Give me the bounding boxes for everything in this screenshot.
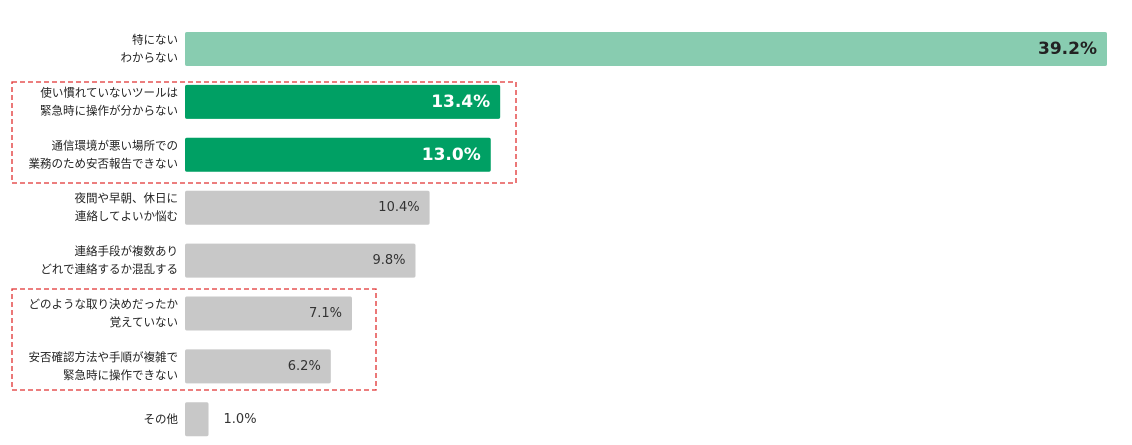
bar [185,349,331,384]
value-label: 10.4% [378,200,419,215]
category-label: 特にない [132,33,178,47]
category-label: 連絡してよいか悩む [75,209,178,223]
bar [185,243,416,278]
category-label: どれで連絡するか混乱する [40,262,178,276]
value-label: 1.0% [224,412,257,427]
bar [185,84,501,119]
bar [185,296,352,331]
highlight-box [11,81,517,184]
bar [185,190,430,225]
category-label: 業務のため安否報告できない [29,156,179,170]
category-label: 安否確認方法や手順が複雑で [29,350,179,364]
category-label: その他 [144,412,179,426]
value-label: 13.0% [422,145,481,165]
bar [185,402,209,437]
category-label: 夜間や早朝、休日に [75,191,179,205]
category-label: どのような取り決めだったか [29,297,179,311]
bar [185,32,1107,66]
value-label: 39.2% [1038,39,1097,59]
category-label: 緊急時に操作が分からない [40,103,178,117]
bar [185,137,491,172]
value-label: 7.1% [309,306,342,321]
category-label: わからない [121,51,179,65]
category-label: 緊急時に操作できない [63,368,178,382]
category-label: 使い慣れていないツールは [40,85,178,99]
category-label: 連絡手段が複数あり [75,244,179,258]
value-label: 9.8% [372,253,405,268]
value-label: 13.4% [431,92,490,112]
category-label: 通信環境が悪い場所での [52,138,179,152]
value-label: 6.2% [288,359,321,374]
category-label: 覚えていない [110,315,178,329]
